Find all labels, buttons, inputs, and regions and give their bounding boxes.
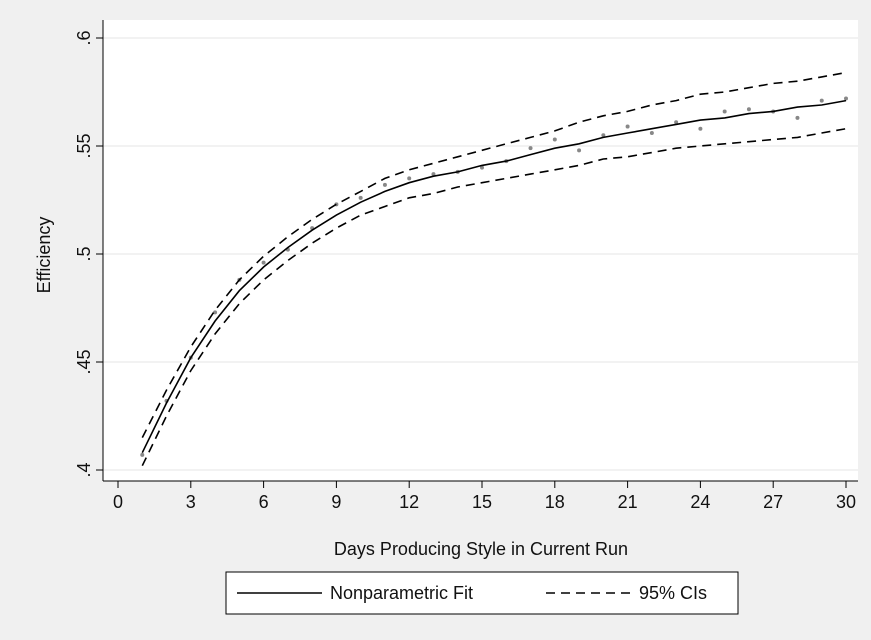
x-tick-label: 12 bbox=[399, 492, 419, 512]
data-point bbox=[407, 176, 412, 181]
series-line-fit bbox=[141, 99, 847, 454]
plot-area bbox=[103, 20, 858, 481]
x-tick-label: 30 bbox=[836, 492, 856, 512]
y-tick-label: .4 bbox=[74, 462, 94, 477]
data-point bbox=[140, 452, 145, 457]
x-tick-label: 27 bbox=[763, 492, 783, 512]
x-tick-label: 15 bbox=[472, 492, 492, 512]
data-point bbox=[819, 98, 824, 103]
y-tick-label: .45 bbox=[74, 349, 94, 374]
data-point bbox=[528, 146, 533, 151]
x-axis-title: Days Producing Style in Current Run bbox=[334, 539, 628, 559]
x-tick-label: 3 bbox=[186, 492, 196, 512]
legend-label-ci: 95% CIs bbox=[639, 583, 707, 603]
data-point bbox=[358, 195, 363, 200]
data-point bbox=[795, 115, 800, 120]
y-tick-label: .5 bbox=[74, 246, 94, 261]
data-point bbox=[698, 126, 703, 131]
y-tick-label: .6 bbox=[74, 30, 94, 45]
data-point bbox=[844, 96, 848, 101]
data-point bbox=[746, 107, 751, 112]
data-point bbox=[649, 131, 654, 136]
series-lines bbox=[141, 71, 847, 467]
grid-lines bbox=[103, 37, 858, 471]
series-line-ci-upper bbox=[141, 71, 847, 438]
x-tick-label: 24 bbox=[690, 492, 710, 512]
x-tick-label: 9 bbox=[331, 492, 341, 512]
data-point bbox=[601, 133, 606, 138]
data-point bbox=[213, 310, 218, 315]
x-tick-label: 6 bbox=[259, 492, 269, 512]
data-point bbox=[382, 182, 387, 187]
y-tick-label: .55 bbox=[74, 133, 94, 158]
legend: Nonparametric Fit 95% CIs bbox=[225, 571, 739, 615]
axes: .4 .45 .5 .55 .6 0 3 6 9 12 15 18 21 24 27 30 bbox=[74, 20, 858, 512]
series-line-ci-lower bbox=[141, 127, 847, 467]
data-point bbox=[261, 260, 266, 265]
y-axis-title: Efficiency bbox=[34, 217, 54, 294]
data-point bbox=[431, 172, 436, 177]
data-point bbox=[577, 148, 582, 153]
data-point bbox=[625, 124, 630, 129]
data-point bbox=[674, 120, 679, 125]
x-tick-label: 18 bbox=[545, 492, 565, 512]
x-tick-label: 0 bbox=[113, 492, 123, 512]
x-tick-label: 21 bbox=[618, 492, 638, 512]
data-point bbox=[722, 109, 727, 114]
data-point bbox=[552, 137, 557, 142]
legend-label-fit: Nonparametric Fit bbox=[330, 583, 473, 603]
data-point bbox=[480, 165, 484, 170]
